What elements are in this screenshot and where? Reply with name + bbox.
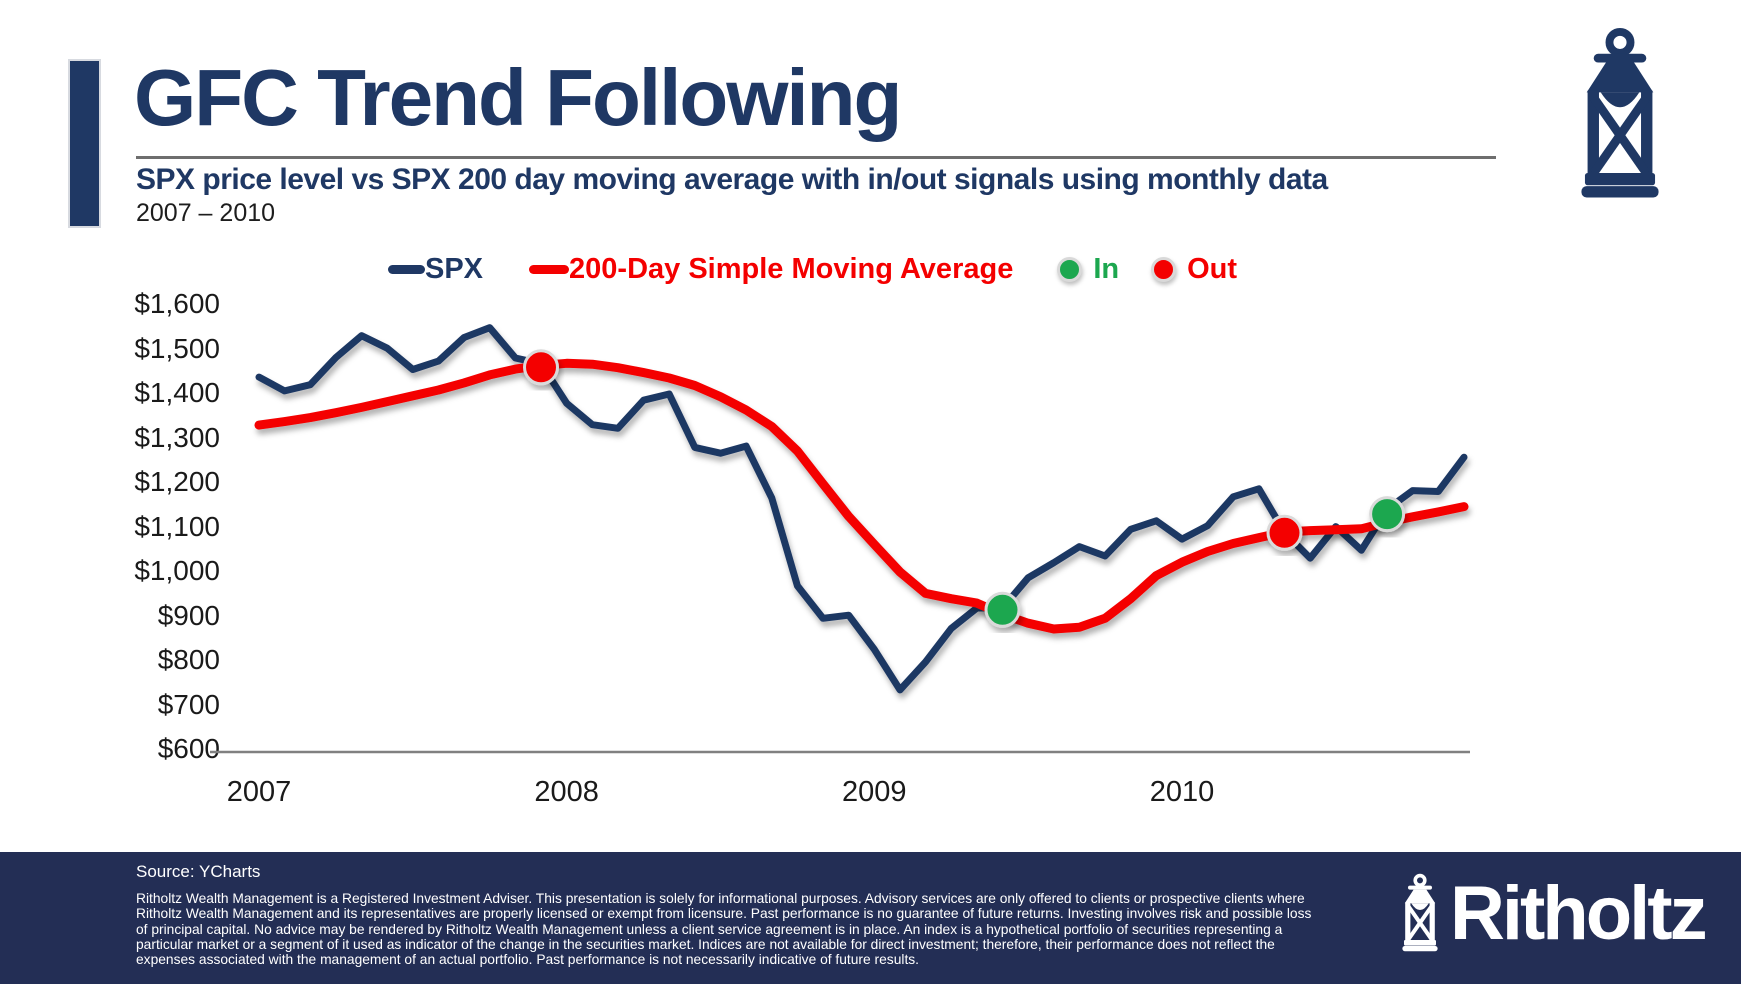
y-tick-label: $600 [157,733,220,764]
x-tick-label: 2007 [226,776,292,808]
legend-label-in: In [1093,252,1120,285]
sma-line [254,358,1469,634]
legend-label-spx: SPX [425,252,484,285]
y-tick-label: $1,600 [134,288,220,319]
sma-line-swatch [529,264,570,274]
x-tick-label: 2010 [1149,776,1215,808]
spx-line-swatch [388,264,425,274]
signal-marker-out [1266,514,1303,551]
signal-marker-out [523,349,559,386]
brand-logo: Ritholtz [1400,871,1708,956]
disclaimer-text: Ritholtz Wealth Management is a Register… [136,891,1312,968]
x-tick-label: 2009 [842,776,907,808]
y-tick-label: $1,300 [134,421,220,453]
y-tick-label: $800 [157,644,220,675]
chart-legend: SPX 200-Day Simple Moving Average In Out [388,250,1237,288]
lantern-logo-icon [1576,24,1664,208]
y-tick-label: $1,400 [134,377,220,408]
signal-marker-in [1369,496,1406,533]
legend-label-out: Out [1187,252,1238,285]
legend-label-sma: 200-Day Simple Moving Average [569,252,1014,285]
y-tick-label: $1,500 [134,332,220,364]
title-divider [136,156,1496,159]
y-tick-label: $1,000 [134,555,220,586]
title-accent-bar [68,59,101,228]
out-signal-dot-icon [1151,256,1177,282]
source-attribution: Source: YCharts [136,862,261,881]
brand-wordmark: Ritholtz [1450,871,1708,956]
date-range-label: 2007 – 2010 [136,199,276,227]
y-tick-label: $1,100 [134,510,220,542]
y-tick-label: $1,200 [134,466,220,497]
y-tick-label: $900 [157,599,220,631]
signal-marker-in [984,591,1021,628]
y-tick-label: $700 [157,688,220,720]
x-tick-label: 2008 [534,776,599,808]
chart-subtitle: SPX price level vs SPX 200 day moving av… [136,163,1328,196]
page-title: GFC Trend Following [134,53,902,142]
footer-band [0,852,1741,984]
lantern-logo-icon-footer [1400,872,1440,956]
in-signal-dot-icon [1057,256,1083,282]
spx-line [255,324,1468,694]
